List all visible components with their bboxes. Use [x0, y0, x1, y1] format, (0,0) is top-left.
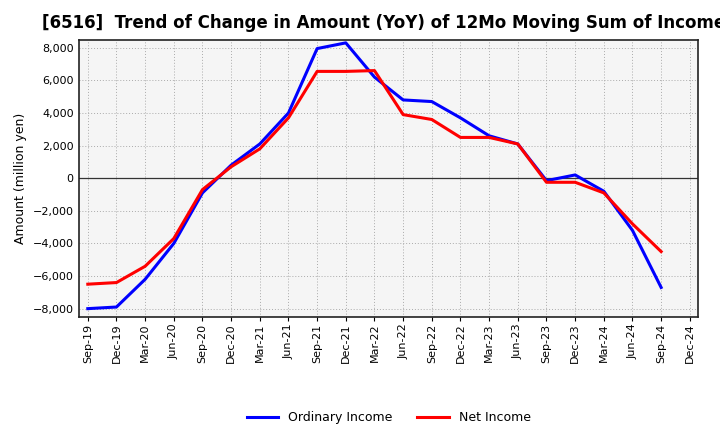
Ordinary Income [227, 162, 235, 168]
Ordinary Income [84, 306, 92, 311]
Net Income [256, 146, 264, 151]
Ordinary Income [141, 277, 150, 282]
Ordinary Income [485, 133, 493, 139]
Line: Net Income: Net Income [88, 70, 661, 284]
Ordinary Income [370, 74, 379, 80]
Ordinary Income [341, 40, 350, 45]
Ordinary Income [571, 172, 580, 178]
Net Income [399, 112, 408, 117]
Ordinary Income [399, 97, 408, 103]
Ordinary Income [169, 241, 178, 246]
Net Income [657, 249, 665, 254]
Net Income [341, 69, 350, 74]
Ordinary Income [312, 46, 321, 51]
Net Income [227, 164, 235, 169]
Net Income [169, 236, 178, 241]
Ordinary Income [198, 190, 207, 195]
Ordinary Income [456, 115, 465, 121]
Net Income [485, 135, 493, 140]
Ordinary Income [428, 99, 436, 104]
Net Income [542, 180, 551, 185]
Net Income [141, 264, 150, 269]
Ordinary Income [112, 304, 121, 310]
Net Income [84, 282, 92, 287]
Legend: Ordinary Income, Net Income: Ordinary Income, Net Income [242, 406, 536, 429]
Title: [6516]  Trend of Change in Amount (YoY) of 12Mo Moving Sum of Incomes: [6516] Trend of Change in Amount (YoY) o… [42, 15, 720, 33]
Net Income [312, 69, 321, 74]
Y-axis label: Amount (million yen): Amount (million yen) [14, 113, 27, 244]
Line: Ordinary Income: Ordinary Income [88, 43, 661, 308]
Net Income [456, 135, 465, 140]
Net Income [571, 180, 580, 185]
Net Income [284, 115, 293, 121]
Net Income [600, 190, 608, 195]
Ordinary Income [657, 285, 665, 290]
Net Income [628, 221, 636, 227]
Ordinary Income [628, 228, 636, 233]
Net Income [198, 187, 207, 192]
Ordinary Income [542, 178, 551, 183]
Net Income [513, 141, 522, 147]
Ordinary Income [600, 189, 608, 194]
Ordinary Income [284, 110, 293, 116]
Net Income [370, 68, 379, 73]
Net Income [112, 280, 121, 285]
Net Income [428, 117, 436, 122]
Ordinary Income [513, 141, 522, 147]
Ordinary Income [256, 141, 264, 147]
